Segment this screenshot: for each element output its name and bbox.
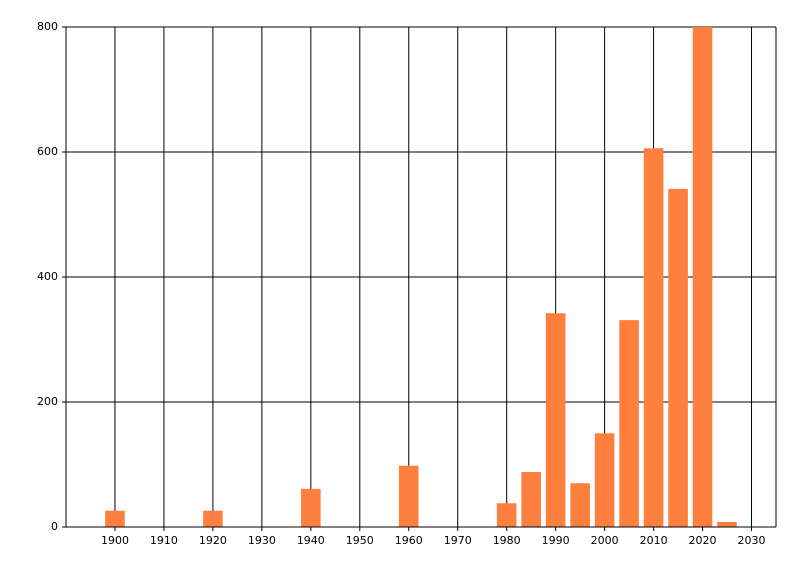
x-tick-label: 1910	[150, 534, 178, 547]
bar	[717, 522, 737, 527]
bar	[619, 320, 639, 527]
bar	[521, 472, 541, 527]
bar	[643, 148, 664, 527]
x-tick-label: 2020	[689, 534, 717, 547]
y-tick-label: 200	[37, 395, 58, 408]
x-tick-label: 1920	[199, 534, 227, 547]
bar	[668, 188, 688, 527]
bar	[594, 433, 615, 527]
x-tick-label: 2000	[591, 534, 619, 547]
x-tick-label: 1980	[493, 534, 521, 547]
x-tick-label: 1900	[101, 534, 129, 547]
bar	[496, 503, 517, 527]
y-tick-label: 600	[37, 145, 58, 158]
y-tick-label: 400	[37, 270, 58, 283]
bar	[105, 510, 125, 527]
x-tick-label: 1970	[444, 534, 472, 547]
x-tick-label: 2010	[640, 534, 668, 547]
x-tick-label: 1990	[542, 534, 570, 547]
x-tick-label: 2030	[738, 534, 766, 547]
x-tick-label: 1960	[395, 534, 423, 547]
bar	[570, 483, 590, 527]
x-tick-label: 1940	[297, 534, 325, 547]
bar	[203, 510, 223, 527]
y-tick-label: 800	[37, 20, 58, 33]
bar	[692, 27, 713, 527]
x-tick-label: 1930	[248, 534, 276, 547]
bar	[545, 313, 566, 527]
x-tick-label: 1950	[346, 534, 374, 547]
bar	[301, 488, 321, 527]
bar	[398, 465, 419, 527]
y-tick-label: 0	[51, 520, 58, 533]
